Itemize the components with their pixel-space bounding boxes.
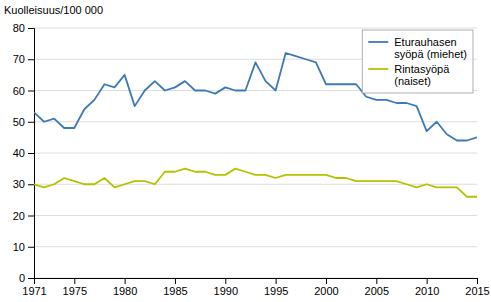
x-tick-label: 1990 bbox=[214, 285, 238, 297]
x-tick: 2010 bbox=[415, 278, 439, 297]
x-tick: 2015 bbox=[465, 278, 489, 297]
x-tick-mark bbox=[376, 278, 377, 284]
x-tick-mark bbox=[477, 278, 478, 284]
chart: 1971197519801985199019952000200520102015… bbox=[0, 0, 491, 302]
x-tick-label: 2010 bbox=[415, 285, 439, 297]
x-tick-mark bbox=[125, 278, 126, 284]
x-tick-label: 2005 bbox=[365, 285, 389, 297]
legend-swatch bbox=[368, 68, 388, 70]
y-axis-label: Kuolleisuus/100 000 bbox=[4, 4, 103, 16]
x-tick-label: 2015 bbox=[465, 285, 489, 297]
y-axis-line bbox=[28, 29, 35, 279]
x-tick-mark bbox=[276, 278, 277, 284]
legend-label-line: (naiset) bbox=[394, 75, 431, 87]
x-tick: 1971 bbox=[22, 278, 46, 297]
y-tick: 60 bbox=[13, 85, 34, 97]
y-tick-label: 60 bbox=[13, 85, 25, 97]
plot-area bbox=[34, 53, 477, 197]
y-tick-label: 50 bbox=[13, 116, 25, 128]
x-tick: 1975 bbox=[63, 278, 87, 297]
x-tick: 1985 bbox=[163, 278, 187, 297]
y-tick-mark bbox=[28, 153, 34, 154]
y-tick: 70 bbox=[13, 53, 34, 65]
y-tick-label: 30 bbox=[13, 178, 25, 190]
y-tick: 40 bbox=[13, 147, 34, 159]
x-tick-mark bbox=[74, 278, 75, 284]
series-line bbox=[34, 169, 477, 197]
x-tick: 2000 bbox=[314, 278, 338, 297]
x-tick-mark bbox=[175, 278, 176, 284]
y-tick-label: 20 bbox=[13, 210, 25, 222]
legend: Eturauhasensyöpä (miehet) Rintasyöpä(nais… bbox=[362, 30, 473, 93]
y-tick-mark bbox=[28, 59, 34, 60]
y-tick: 50 bbox=[13, 116, 34, 128]
y-tick-label: 40 bbox=[13, 147, 25, 159]
x-tick-label: 1995 bbox=[264, 285, 288, 297]
y-tick: 0 bbox=[19, 272, 34, 284]
x-tick: 2005 bbox=[365, 278, 389, 297]
series-line bbox=[34, 53, 477, 141]
grid-line-y bbox=[34, 215, 477, 216]
grid bbox=[34, 28, 477, 278]
x-tick: 1980 bbox=[113, 278, 137, 297]
y-tick-mark bbox=[28, 247, 34, 248]
x-tick: 1990 bbox=[214, 278, 238, 297]
grid-line-y bbox=[34, 153, 477, 154]
x-tick-label: 2000 bbox=[314, 285, 338, 297]
x-axis-line bbox=[35, 279, 478, 285]
legend-frame bbox=[362, 30, 473, 93]
x-tick: 1995 bbox=[264, 278, 288, 297]
y-tick: 10 bbox=[13, 241, 34, 253]
y-tick: 20 bbox=[13, 210, 34, 222]
y-tick-label: 0 bbox=[19, 272, 25, 284]
x-tick-label: 1985 bbox=[163, 285, 187, 297]
x-tick-mark bbox=[225, 278, 226, 284]
legend-label-line: Eturauhasen bbox=[394, 36, 456, 48]
y-tick-mark bbox=[28, 184, 34, 185]
x-axis: 1971 1975 1980 1985 1990 1995 2000 2005 2010 2015 bbox=[22, 278, 489, 297]
legend-swatch bbox=[368, 41, 388, 43]
x-tick-mark bbox=[326, 278, 327, 284]
legend-label: Eturauhasensyöpä (miehet) bbox=[394, 36, 467, 60]
legend-label-line: syöpä (miehet) bbox=[394, 48, 467, 60]
x-tick-mark bbox=[427, 278, 428, 284]
y-tick-label: 10 bbox=[13, 241, 25, 253]
y-tick-mark bbox=[28, 91, 34, 92]
y-tick-mark bbox=[28, 278, 34, 279]
legend-label: Rintasyöpä(naiset) bbox=[394, 63, 450, 87]
x-tick-label: 1975 bbox=[63, 285, 87, 297]
y-axis: 0 10 20 30 40 50 60 70 80 bbox=[13, 22, 35, 284]
y-tick-label: 80 bbox=[13, 22, 25, 34]
y-tick-mark bbox=[28, 122, 34, 123]
y-tick-mark bbox=[28, 28, 34, 29]
x-tick-label: 1980 bbox=[113, 285, 137, 297]
grid-line-y bbox=[34, 121, 477, 122]
grid-line-y bbox=[34, 246, 477, 247]
y-tick-label: 70 bbox=[13, 53, 25, 65]
grid-line-y bbox=[34, 28, 477, 29]
legend-label-line: Rintasyöpä bbox=[394, 63, 450, 75]
y-tick: 30 bbox=[13, 178, 34, 190]
x-tick-label: 1971 bbox=[22, 285, 46, 297]
y-tick-mark bbox=[28, 216, 34, 217]
y-tick: 80 bbox=[13, 22, 34, 34]
